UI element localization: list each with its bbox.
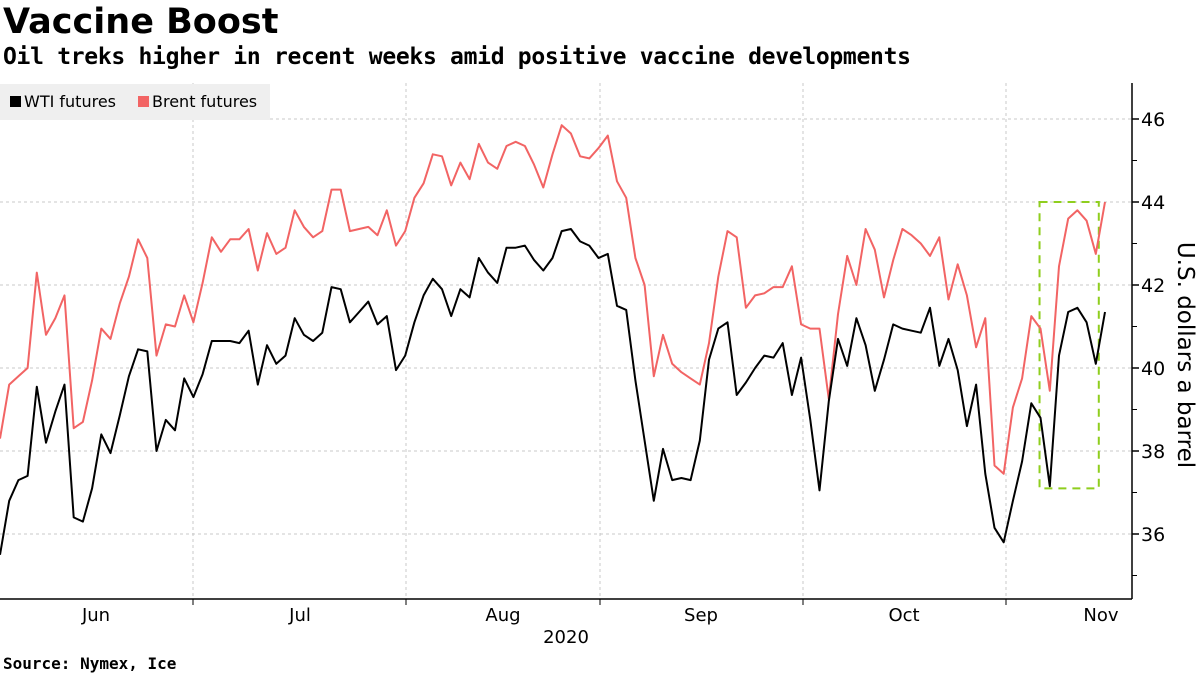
y-tick-label: 40 — [1141, 358, 1165, 380]
source-note: Source: Nymex, Ice — [3, 654, 177, 673]
x-tick-label: Sep — [684, 605, 718, 626]
series-lines — [0, 124, 1106, 555]
legend-item-brent: Brent futures — [138, 92, 257, 111]
legend: WTI futures Brent futures — [0, 84, 270, 120]
legend-label-wti: WTI futures — [24, 92, 116, 111]
x-tick-label: Jul — [288, 605, 311, 626]
x-tick-label: Jun — [81, 605, 110, 626]
y-axis-label: U.S. dollars a barrel — [1172, 242, 1198, 468]
y-tick-label: 38 — [1141, 441, 1165, 463]
legend-item-wti: WTI futures — [10, 92, 116, 111]
y-tick-label: 42 — [1141, 275, 1165, 297]
y-tick-label: 44 — [1141, 192, 1165, 214]
x-tick-label: Nov — [1083, 605, 1118, 626]
chart-title: Vaccine Boost — [3, 2, 279, 42]
legend-swatch-brent — [138, 96, 149, 107]
highlight-box-group — [1038, 201, 1100, 490]
chart-subtitle: Oil treks higher in recent weeks amid po… — [3, 44, 911, 70]
brent-line — [0, 124, 1106, 475]
x-tick-label: Aug — [485, 605, 520, 626]
x-year-label: 2020 — [543, 627, 589, 648]
wti-line — [0, 228, 1106, 555]
gridlines — [0, 83, 1132, 599]
x-tick-label: Oct — [888, 605, 919, 626]
legend-swatch-wti — [10, 96, 21, 107]
y-tick-label: 46 — [1141, 109, 1165, 131]
highlight-box — [1038, 201, 1100, 490]
axes: 36 38 40 42 44 46 Jun Jul Aug Sep Oct Nov — [0, 83, 1165, 626]
legend-label-brent: Brent futures — [152, 92, 258, 111]
y-tick-label: 36 — [1141, 524, 1165, 546]
